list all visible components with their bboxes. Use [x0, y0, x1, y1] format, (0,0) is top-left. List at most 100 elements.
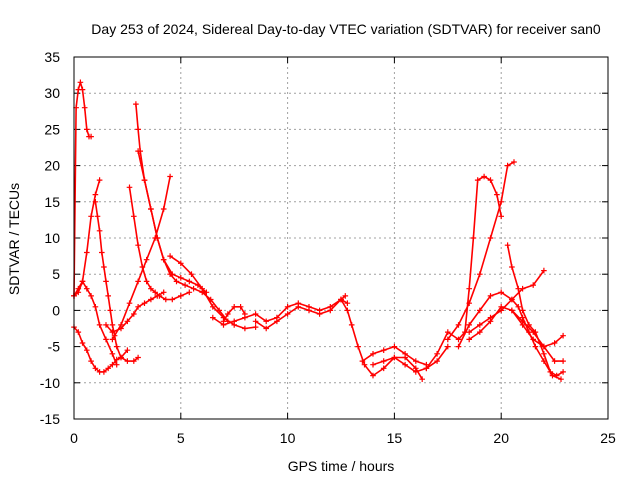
data-point	[498, 304, 504, 310]
data-point	[316, 311, 323, 317]
data-point	[118, 322, 124, 328]
data-point	[470, 235, 477, 241]
data-point	[445, 329, 451, 335]
data-point	[361, 361, 368, 368]
data-series	[71, 79, 566, 382]
data-point	[182, 282, 188, 288]
data-point	[131, 311, 137, 317]
data-point	[186, 278, 193, 285]
y-tick-label: 10	[44, 230, 60, 246]
data-point	[263, 325, 269, 332]
data-point	[455, 322, 462, 328]
data-point	[124, 358, 131, 364]
x-axis-label: GPS time / hours	[288, 458, 395, 474]
data-point	[327, 307, 334, 314]
data-point	[423, 365, 430, 372]
data-point	[190, 285, 197, 292]
data-point	[210, 304, 216, 310]
data-point	[109, 322, 116, 328]
data-point	[515, 285, 522, 292]
data-point	[413, 365, 419, 372]
data-point	[92, 199, 99, 205]
data-point	[466, 336, 472, 343]
data-point	[380, 347, 387, 353]
data-point	[547, 369, 554, 375]
data-point	[107, 307, 114, 314]
data-point	[113, 356, 120, 363]
data-point	[445, 336, 451, 343]
data-point	[519, 318, 526, 325]
data-point	[210, 314, 216, 321]
data-point	[359, 358, 366, 364]
data-point	[131, 358, 137, 364]
data-point	[135, 354, 141, 361]
data-point	[148, 285, 154, 292]
data-point	[109, 336, 116, 343]
data-point	[88, 213, 94, 220]
data-point	[160, 256, 167, 263]
data-point	[126, 184, 133, 191]
data-point	[532, 343, 539, 350]
y-tick-label: 20	[44, 158, 60, 174]
data-point	[504, 242, 511, 248]
data-point	[169, 271, 176, 277]
data-point	[124, 347, 131, 353]
data-point	[94, 213, 101, 220]
data-point	[88, 293, 94, 299]
data-point	[92, 191, 99, 198]
data-point	[504, 162, 511, 169]
data-point	[156, 293, 163, 299]
data-point	[338, 296, 344, 303]
grid	[74, 57, 608, 419]
data-point	[148, 296, 154, 303]
series-track-24	[509, 307, 566, 364]
data-point	[79, 340, 86, 346]
data-point	[99, 249, 105, 256]
series-line	[137, 150, 208, 294]
data-point	[231, 318, 237, 325]
data-point	[370, 361, 376, 368]
data-point	[135, 242, 141, 248]
data-point	[141, 300, 148, 306]
data-point	[109, 361, 116, 368]
data-point	[348, 322, 355, 328]
data-point	[477, 322, 483, 328]
y-axis-label: SDTVAR / TECUs	[6, 183, 22, 295]
data-point	[154, 235, 161, 241]
data-point	[553, 372, 560, 379]
data-point	[560, 369, 566, 375]
data-point	[79, 86, 86, 93]
data-point	[173, 278, 180, 285]
y-tick-label: -10	[40, 375, 60, 391]
data-point	[199, 285, 205, 292]
data-point	[188, 271, 195, 277]
data-point	[109, 329, 116, 335]
series-track-8	[126, 184, 193, 303]
plot-frame	[73, 56, 609, 420]
x-tick-label: 15	[387, 430, 403, 446]
series-track-13	[220, 304, 248, 325]
x-tick-label: 5	[177, 430, 185, 446]
data-point	[402, 354, 408, 361]
data-point	[481, 173, 487, 180]
axis-ticks: 0 5 10 15 20 25 -15 -10 -5 0 5 10 15 20 25 30 35	[40, 49, 616, 446]
data-point	[541, 267, 547, 274]
data-point	[295, 304, 302, 310]
data-point	[113, 343, 120, 350]
data-point	[141, 177, 148, 183]
y-tick-label: 5	[52, 266, 60, 282]
data-point	[84, 126, 90, 133]
y-tick-label: -15	[40, 411, 60, 427]
data-point	[466, 329, 472, 335]
data-point	[445, 343, 451, 350]
data-point	[148, 206, 154, 212]
data-point	[242, 311, 248, 317]
data-point	[355, 343, 361, 350]
series-track-14	[252, 296, 351, 332]
data-point	[167, 173, 173, 180]
series-line	[254, 298, 349, 330]
x-tick-label: 20	[493, 430, 509, 446]
data-point	[263, 318, 269, 325]
data-point	[342, 293, 349, 299]
data-point	[474, 177, 481, 183]
